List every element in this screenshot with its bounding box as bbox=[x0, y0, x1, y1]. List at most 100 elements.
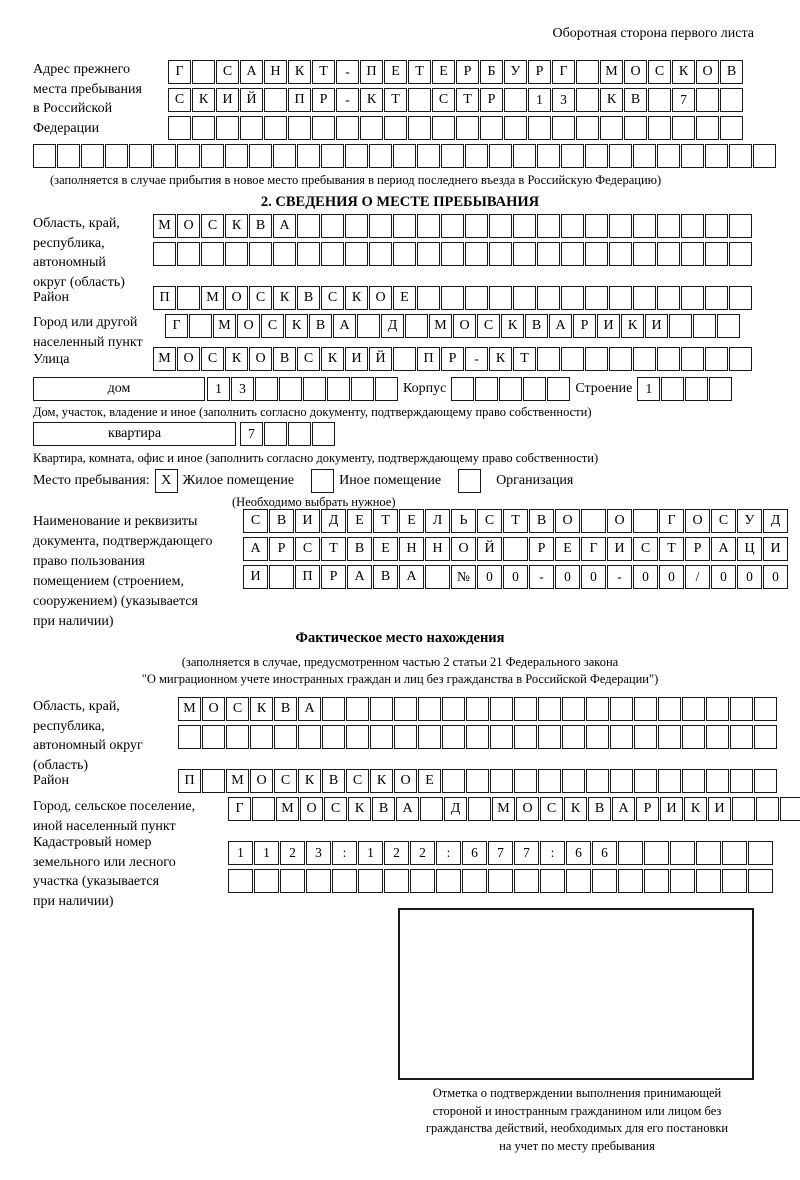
form-cell[interactable] bbox=[336, 116, 359, 140]
form-cell[interactable] bbox=[442, 725, 465, 749]
form-cell[interactable]: В bbox=[249, 214, 272, 238]
form-cell[interactable]: И bbox=[295, 509, 320, 533]
form-cell[interactable] bbox=[561, 144, 584, 168]
form-cell[interactable]: Е bbox=[373, 537, 398, 561]
form-cell[interactable]: О bbox=[555, 509, 580, 533]
form-cell[interactable]: Н bbox=[399, 537, 424, 561]
form-cell[interactable] bbox=[633, 144, 656, 168]
form-cell[interactable]: П bbox=[178, 769, 201, 793]
form-cell[interactable] bbox=[322, 697, 345, 721]
form-cell[interactable] bbox=[489, 286, 512, 310]
form-cell[interactable] bbox=[730, 697, 753, 721]
form-cell[interactable]: С bbox=[201, 347, 224, 371]
form-cell[interactable] bbox=[552, 116, 575, 140]
form-cell[interactable] bbox=[192, 116, 215, 140]
form-cell[interactable]: 7 bbox=[514, 841, 539, 865]
form-cell[interactable] bbox=[420, 797, 443, 821]
form-cell[interactable]: А bbox=[612, 797, 635, 821]
form-cell[interactable]: С bbox=[346, 769, 369, 793]
form-cell[interactable] bbox=[269, 565, 294, 589]
form-cell[interactable]: Е bbox=[393, 286, 416, 310]
form-cell[interactable] bbox=[252, 797, 275, 821]
form-cell[interactable]: В bbox=[274, 697, 297, 721]
form-cell[interactable] bbox=[538, 697, 561, 721]
form-cell[interactable] bbox=[177, 286, 200, 310]
form-cell[interactable]: Р bbox=[636, 797, 659, 821]
form-cell[interactable]: К bbox=[225, 347, 248, 371]
form-cell[interactable]: Р bbox=[573, 314, 596, 338]
form-cell[interactable] bbox=[249, 144, 272, 168]
form-cell[interactable] bbox=[634, 769, 657, 793]
form-cell[interactable]: А bbox=[396, 797, 419, 821]
form-cell[interactable]: Н bbox=[264, 60, 287, 84]
form-cell[interactable]: О bbox=[453, 314, 476, 338]
form-cell[interactable] bbox=[618, 869, 643, 893]
form-cell[interactable] bbox=[717, 314, 740, 338]
form-cell[interactable]: И bbox=[660, 797, 683, 821]
form-cell[interactable]: Р bbox=[312, 88, 335, 112]
form-cell[interactable]: В bbox=[373, 565, 398, 589]
form-cell[interactable] bbox=[609, 144, 632, 168]
form-cell[interactable]: 1 bbox=[528, 88, 551, 112]
form-cell[interactable] bbox=[696, 88, 719, 112]
form-cell[interactable] bbox=[201, 242, 224, 266]
form-cell[interactable] bbox=[442, 769, 465, 793]
form-cell[interactable]: Д bbox=[321, 509, 346, 533]
form-cell[interactable] bbox=[576, 116, 599, 140]
form-cell[interactable]: Т bbox=[321, 537, 346, 561]
form-cell[interactable] bbox=[436, 869, 461, 893]
form-cell[interactable] bbox=[585, 242, 608, 266]
form-cell[interactable]: Й bbox=[477, 537, 502, 561]
form-cell[interactable]: - bbox=[529, 565, 554, 589]
form-cell[interactable] bbox=[418, 697, 441, 721]
form-cell[interactable] bbox=[202, 769, 225, 793]
form-cell[interactable]: В bbox=[624, 88, 647, 112]
form-cell[interactable] bbox=[681, 242, 704, 266]
form-cell[interactable] bbox=[754, 725, 777, 749]
form-cell[interactable] bbox=[513, 214, 536, 238]
form-cell[interactable] bbox=[585, 214, 608, 238]
form-cell[interactable] bbox=[417, 214, 440, 238]
form-cell[interactable] bbox=[540, 869, 565, 893]
form-cell[interactable]: К bbox=[225, 214, 248, 238]
form-cell[interactable]: Д bbox=[763, 509, 788, 533]
form-cell[interactable]: К bbox=[345, 286, 368, 310]
form-cell[interactable] bbox=[562, 697, 585, 721]
form-cell[interactable]: В bbox=[269, 509, 294, 533]
form-cell[interactable] bbox=[345, 214, 368, 238]
form-cell[interactable]: В bbox=[297, 286, 320, 310]
form-cell[interactable] bbox=[610, 697, 633, 721]
form-cell[interactable] bbox=[681, 214, 704, 238]
form-cell[interactable]: К bbox=[564, 797, 587, 821]
form-cell[interactable] bbox=[375, 377, 398, 401]
form-cell[interactable] bbox=[706, 769, 729, 793]
form-cell[interactable] bbox=[264, 88, 287, 112]
form-cell[interactable] bbox=[720, 88, 743, 112]
form-cell[interactable]: О bbox=[607, 509, 632, 533]
form-cell[interactable] bbox=[748, 841, 773, 865]
form-cell[interactable]: С bbox=[477, 314, 500, 338]
form-cell[interactable] bbox=[346, 725, 369, 749]
form-cell[interactable]: А bbox=[549, 314, 572, 338]
form-cell[interactable] bbox=[706, 725, 729, 749]
form-cell[interactable] bbox=[561, 214, 584, 238]
form-cell[interactable]: Т bbox=[503, 509, 528, 533]
form-cell[interactable] bbox=[538, 725, 561, 749]
form-cell[interactable]: Е bbox=[418, 769, 441, 793]
form-cell[interactable] bbox=[249, 242, 272, 266]
form-cell[interactable] bbox=[465, 242, 488, 266]
form-cell[interactable] bbox=[273, 242, 296, 266]
form-cell[interactable] bbox=[657, 347, 680, 371]
confirmation-stamp-box[interactable] bbox=[398, 908, 754, 1080]
flat-number-cells[interactable]: 7 bbox=[240, 422, 335, 446]
form-cell[interactable] bbox=[648, 88, 671, 112]
form-cell[interactable]: К bbox=[321, 347, 344, 371]
form-cell[interactable]: Т bbox=[384, 88, 407, 112]
form-cell[interactable]: В bbox=[309, 314, 332, 338]
form-cell[interactable] bbox=[592, 869, 617, 893]
form-cell[interactable] bbox=[288, 422, 311, 446]
form-cell[interactable] bbox=[273, 144, 296, 168]
